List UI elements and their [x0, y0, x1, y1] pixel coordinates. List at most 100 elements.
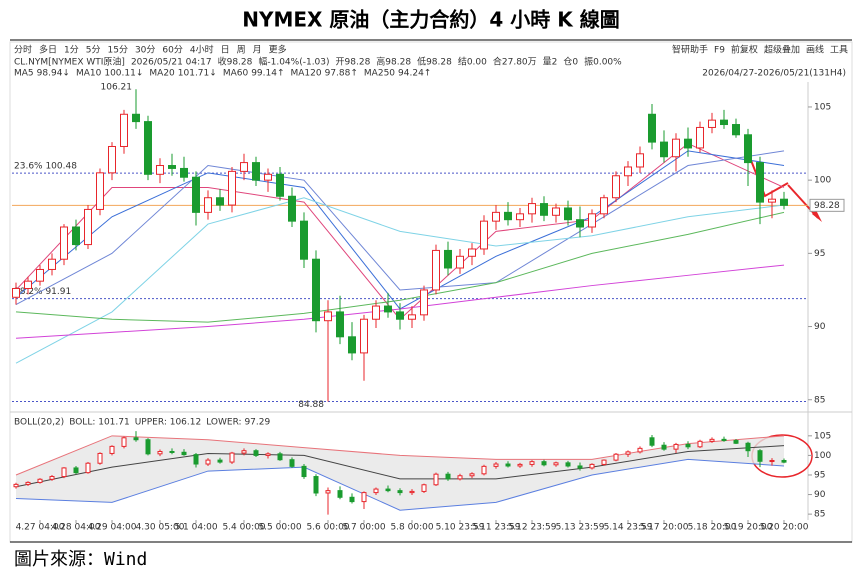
candle-body [516, 213, 524, 221]
legend-value: 99.14↑ [251, 69, 284, 79]
candle-body [552, 207, 560, 216]
candle-body [180, 167, 188, 178]
candle-body [624, 166, 632, 177]
candle-body [144, 121, 152, 175]
candle-body [612, 175, 620, 199]
mini-candle-body [97, 452, 103, 464]
boll-legend: UPPER: 106.12 [135, 418, 202, 428]
toolbar-item: 2026/05/21 04:17 [131, 58, 212, 68]
y-tick-label: 90 [814, 490, 826, 500]
candle-body [324, 311, 332, 322]
toolbar-item: 30分 [135, 45, 155, 56]
candle-body [504, 211, 512, 221]
x-tick-label: 5.13 23:59 [556, 523, 605, 533]
legend-name: MA10 [76, 69, 102, 79]
boll-mid [15, 445, 785, 488]
mini-candle-body [625, 451, 631, 455]
candle-body [12, 287, 20, 298]
mini-candle-body [397, 490, 403, 494]
candle-body [312, 258, 320, 322]
mini-candle-body [385, 488, 391, 492]
mini-candle-body [301, 465, 307, 478]
x-tick-label: 5.20 20:00 [760, 523, 809, 533]
toolbar-item: 工具 [830, 45, 848, 56]
ma-line [15, 150, 785, 310]
mini-candle-body [589, 463, 595, 469]
mini-candle-body [433, 473, 439, 486]
mini-candle-body [541, 461, 547, 466]
candle-body [276, 173, 284, 197]
x-tick-label: 5.14 23:59 [604, 523, 653, 533]
mini-candle-body [757, 450, 763, 462]
toolbar-item: 低98.28 [417, 56, 452, 68]
candle-body [636, 153, 644, 168]
price-annotation: 106.21 [101, 83, 133, 93]
candle-body [744, 134, 752, 164]
legend-value: 100.11↓ [104, 69, 143, 79]
mini-candle-body [157, 450, 163, 455]
mini-candle-body [49, 476, 55, 480]
candle-body [648, 113, 656, 143]
candle-body [372, 305, 380, 320]
mini-candle-body [133, 437, 139, 441]
y-tick-label: 85 [814, 510, 825, 520]
candle-body [72, 226, 80, 246]
candle-body [216, 197, 224, 206]
mini-candle-body [457, 475, 463, 480]
x-tick-label: 5.18 20:00 [688, 523, 737, 533]
x-tick-label: 5.8 00:00 [390, 523, 433, 533]
mini-candle-body [493, 463, 499, 467]
candle-body [348, 336, 356, 354]
toolbar-item: 超级叠加 [764, 44, 800, 56]
candle-body [300, 220, 308, 260]
mini-candle-body [61, 467, 67, 478]
ma-line [15, 197, 785, 364]
candle-body [708, 119, 716, 128]
x-tick-label: 5.12 23:59 [508, 523, 557, 533]
y-tick-label: 95 [814, 470, 825, 480]
candle-body [684, 138, 692, 149]
mini-candle-body [709, 438, 715, 442]
mini-candle-body [349, 496, 355, 503]
legend-name: MA5 [14, 69, 34, 79]
level-label: 38.2% 91.91 [14, 287, 71, 297]
candle-body [600, 197, 608, 215]
candle-body [24, 280, 32, 289]
x-tick-label: 5.19 20:00 [724, 523, 773, 533]
candle-body [36, 268, 44, 282]
mini-candle-body [697, 440, 703, 448]
toolbar-item: 4小时 [190, 44, 214, 56]
x-tick-label: 5.1 04:00 [174, 523, 217, 533]
candle-body [168, 165, 176, 169]
legend-value: 94.24↑ [398, 69, 431, 79]
candle-body [480, 220, 488, 250]
info-range: 2026/04/27-2026/05/21(131H4) [702, 69, 846, 79]
mini-candle-body [745, 442, 751, 452]
boll-legend: BOLL: 101.71 [69, 418, 130, 428]
candle-body [564, 207, 572, 221]
toolbar-item: 60分 [162, 45, 182, 56]
toolbar-item: 15分 [108, 45, 128, 56]
price-tag [809, 198, 845, 212]
x-tick-label: 5.5 00:00 [258, 523, 301, 533]
candle-body [84, 208, 92, 246]
mini-candle-body [721, 438, 727, 442]
toolbar-item: F9 [714, 46, 725, 56]
toolbar-item: 月 [253, 45, 262, 56]
toolbar-item: 前复权 [731, 44, 758, 56]
candle-body [468, 248, 476, 257]
candle-body [492, 211, 500, 222]
mini-candle-body [685, 443, 691, 448]
boll-upper [15, 435, 785, 476]
candle-body [192, 176, 200, 213]
toolbar-item: 合27.80万 [493, 56, 537, 68]
candle-body [360, 318, 368, 354]
x-tick-label: 4.29 04:00 [88, 523, 137, 533]
mini-candle-body [529, 461, 535, 465]
candle-body [732, 124, 740, 136]
mini-candle-body [409, 490, 415, 494]
mini-candle-body [181, 451, 187, 456]
candle-body [456, 255, 464, 269]
annotation-arrow [787, 184, 819, 219]
toolbar-item: 分时 [14, 44, 32, 56]
